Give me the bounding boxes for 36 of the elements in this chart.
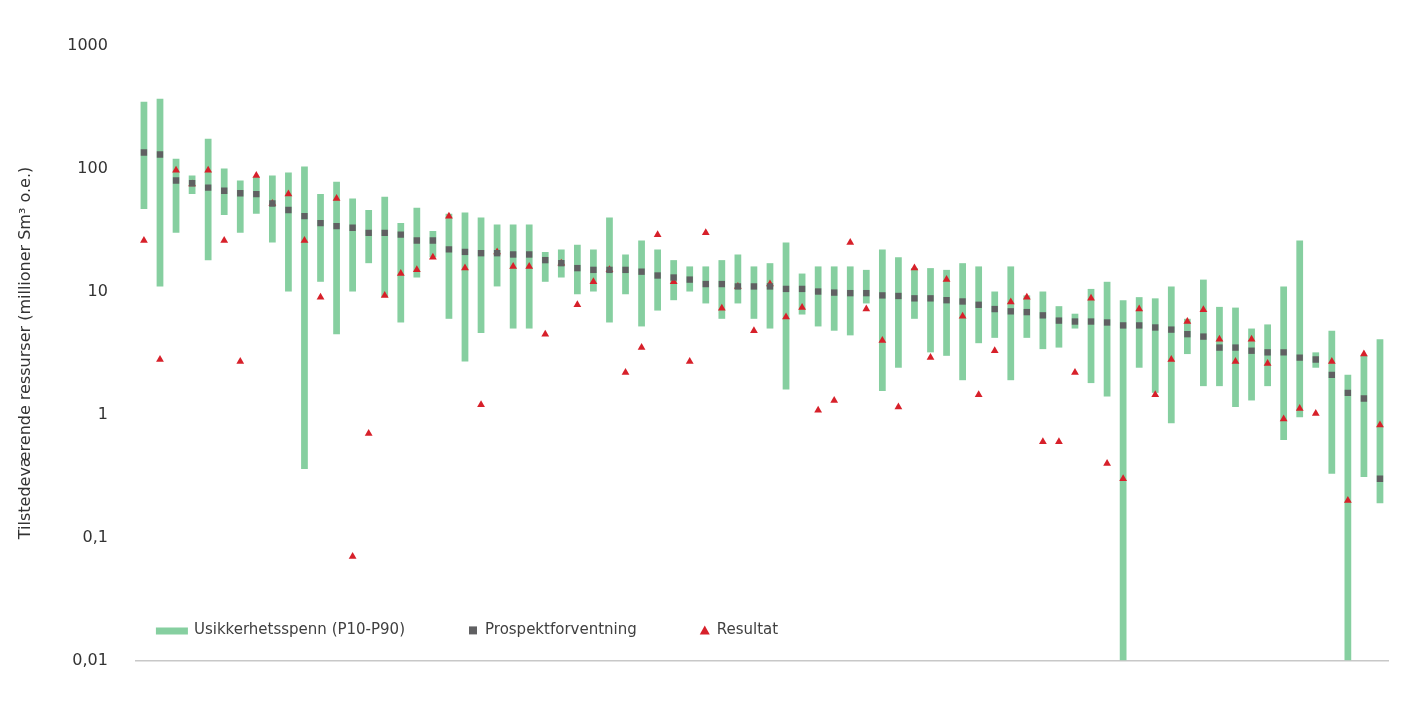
bar	[509, 224, 517, 329]
bar	[638, 240, 645, 327]
bar	[381, 196, 389, 298]
bar	[878, 249, 886, 392]
y-tick-label: 1000	[67, 34, 108, 54]
y-axis-title: Tilstedeværende ressurser (millioner Sm³ o.e.)	[14, 166, 34, 541]
bar	[301, 166, 308, 470]
bar	[654, 249, 661, 311]
y-tick-label: 10	[87, 280, 108, 300]
y-tick-label: 1	[97, 403, 108, 423]
bar	[959, 263, 966, 381]
bar	[317, 194, 324, 282]
bar	[830, 266, 838, 331]
bar	[1344, 374, 1352, 661]
bar	[285, 172, 292, 292]
bar	[895, 257, 902, 368]
bar	[1280, 286, 1288, 441]
legend-label: Prospektforventning	[485, 620, 637, 639]
bar	[1167, 286, 1175, 424]
legend-label: Resultat	[716, 620, 779, 639]
bar	[975, 266, 983, 344]
bar	[349, 198, 356, 292]
bar	[333, 181, 340, 335]
bar	[397, 223, 405, 323]
bar	[1296, 240, 1304, 418]
y-tick-label: 100	[77, 157, 108, 177]
bar	[1328, 330, 1336, 474]
bar	[1119, 300, 1127, 661]
bar	[846, 266, 854, 336]
bar	[204, 138, 212, 261]
bar	[1232, 307, 1239, 408]
y-tick-label: 0,1	[82, 526, 108, 546]
bar	[606, 217, 613, 323]
y-tick-label: 0,01	[72, 649, 108, 669]
bar	[1007, 266, 1015, 381]
legend-label: Usikkerhetsspenn (P10-P90)	[193, 620, 406, 639]
